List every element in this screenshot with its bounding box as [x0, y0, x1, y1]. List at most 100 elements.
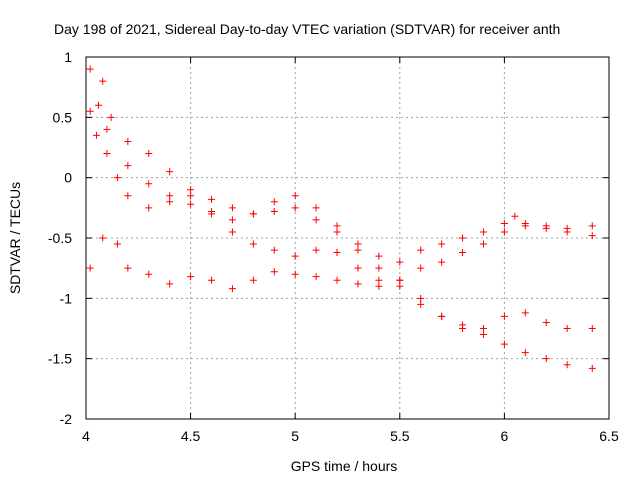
data-point: [228, 285, 236, 293]
data-point: [145, 180, 153, 188]
data-point: [291, 204, 299, 212]
data-point: [521, 349, 529, 357]
x-axis-label: GPS time / hours: [291, 458, 398, 474]
data-point: [124, 192, 132, 200]
data-point: [542, 355, 550, 363]
y-tick-label: 1: [64, 49, 72, 65]
data-point: [333, 276, 341, 284]
points-layer: [86, 65, 596, 372]
data-point: [228, 228, 236, 236]
data-point: [417, 246, 425, 254]
data-point: [588, 364, 596, 372]
data-point: [588, 232, 596, 240]
data-point: [166, 198, 174, 206]
data-point: [588, 222, 596, 230]
data-point: [354, 280, 362, 288]
data-point: [375, 252, 383, 260]
data-point: [479, 325, 487, 332]
data-point: [99, 234, 107, 242]
data-point: [500, 340, 508, 348]
data-point: [333, 222, 341, 230]
data-point: [107, 113, 115, 121]
data-point: [99, 77, 107, 85]
x-tick-label: 4.5: [181, 428, 201, 444]
data-point: [208, 210, 216, 218]
data-point: [166, 280, 174, 288]
data-point: [479, 240, 487, 248]
data-point: [417, 294, 425, 302]
data-point: [542, 224, 550, 232]
y-tick-label: -1.5: [48, 351, 72, 367]
data-point: [187, 186, 195, 194]
grid-layer: [86, 57, 609, 419]
data-point: [354, 264, 362, 272]
data-point: [145, 270, 153, 278]
data-point: [417, 300, 425, 308]
data-point: [145, 204, 153, 212]
data-point: [312, 273, 320, 281]
data-point: [124, 264, 132, 272]
data-point: [208, 195, 216, 203]
data-point: [438, 258, 446, 266]
data-point: [113, 174, 121, 182]
data-point: [500, 312, 508, 320]
x-tick-label: 4: [82, 428, 90, 444]
data-point: [208, 276, 216, 284]
data-point: [375, 276, 383, 284]
data-point: [291, 252, 299, 260]
data-point: [228, 216, 236, 224]
data-point: [354, 240, 362, 248]
data-point: [270, 246, 278, 254]
data-point: [166, 192, 174, 200]
data-point: [563, 228, 571, 236]
y-tick-label: -1: [60, 290, 73, 306]
data-point: [521, 309, 529, 317]
data-point: [187, 273, 195, 281]
chart-title: Day 198 of 2021, Sidereal Day-to-day VTE…: [54, 21, 560, 37]
data-point: [228, 204, 236, 212]
data-point: [479, 228, 487, 236]
data-point: [312, 204, 320, 212]
data-point: [145, 150, 153, 158]
data-point: [103, 125, 111, 133]
x-tick-label: 6: [501, 428, 509, 444]
y-tick-label: -0.5: [48, 230, 72, 246]
data-point: [270, 198, 278, 206]
data-point: [438, 312, 446, 320]
x-tick-label: 5.5: [390, 428, 410, 444]
data-point: [333, 228, 341, 236]
data-point: [124, 137, 132, 145]
data-point: [86, 107, 94, 115]
data-point: [459, 321, 467, 329]
data-point: [291, 192, 299, 200]
tick-label-layer: 4 4.5 5 5.5 6 6.5 1 0.5 0 -0.5 -1 -1.5 -2: [48, 49, 619, 444]
data-point: [124, 162, 132, 170]
data-point: [563, 361, 571, 369]
plot-frame: [85, 56, 610, 420]
data-point: [86, 65, 94, 73]
data-point: [270, 268, 278, 276]
data-point: [375, 282, 383, 290]
data-point: [459, 248, 467, 256]
data-point: [92, 131, 100, 139]
y-tick-label: -2: [60, 411, 73, 427]
data-point: [86, 264, 94, 272]
data-point: [417, 264, 425, 272]
data-point: [396, 258, 404, 266]
x-tick-label: 6.5: [599, 428, 619, 444]
series-track-3: [92, 131, 596, 372]
data-point: [500, 228, 508, 236]
data-point: [249, 210, 257, 218]
data-point: [563, 325, 571, 332]
data-point: [249, 240, 257, 248]
data-point: [479, 331, 487, 339]
data-point: [588, 325, 596, 332]
data-point: [459, 234, 467, 242]
data-point: [438, 240, 446, 248]
data-point: [95, 101, 103, 109]
y-tick-label: 0: [64, 170, 72, 186]
data-point: [521, 222, 529, 230]
data-point: [375, 264, 383, 272]
series-track-4: [86, 234, 596, 332]
